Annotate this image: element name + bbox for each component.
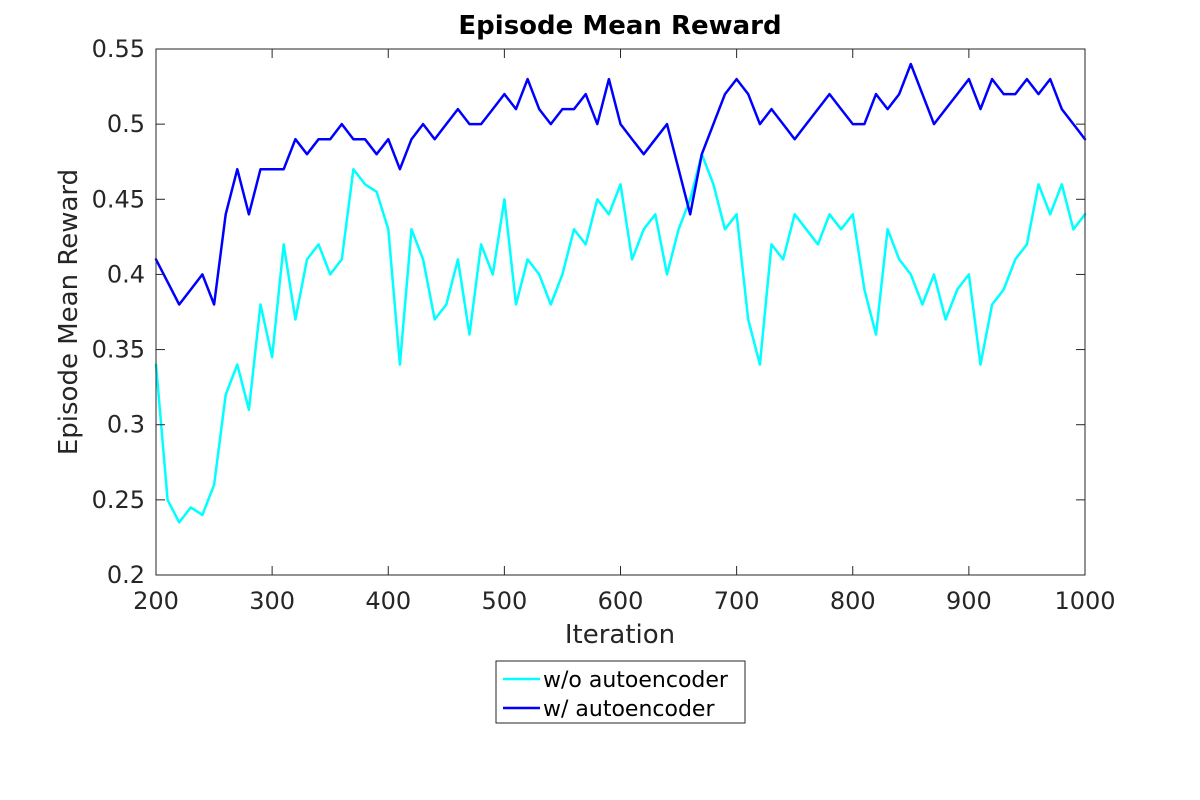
- y-tick-label: 0.2: [107, 561, 145, 589]
- x-axis: 200 300 400 500 600 700 800 900 1000: [133, 49, 1116, 615]
- x-tick-label: 800: [830, 587, 876, 615]
- x-tick-label: 700: [714, 587, 760, 615]
- y-tick-label: 0.5: [107, 110, 145, 138]
- series-line-with-autoencoder: [154, 62, 1087, 306]
- x-axis-title: Iteration: [565, 620, 675, 650]
- y-axis-title: Episode Mean Reward: [54, 169, 84, 455]
- y-tick-label: 0.35: [92, 336, 145, 364]
- x-tick-label: 400: [365, 587, 411, 615]
- y-tick-label: 0.3: [107, 411, 145, 439]
- x-tick-label: 900: [946, 587, 992, 615]
- chart-title: Episode Mean Reward: [458, 11, 781, 41]
- y-tick-label: 0.45: [92, 185, 145, 213]
- plot-area: [156, 49, 1085, 575]
- legend-label-without-autoencoder: w/o autoencoder: [543, 668, 729, 693]
- x-tick-label: 300: [249, 587, 295, 615]
- series-line-without-autoencoder: [154, 152, 1087, 524]
- x-tick-label: 1000: [1054, 587, 1115, 615]
- y-tick-label: 0.55: [92, 35, 145, 63]
- legend-label-with-autoencoder: w/ autoencoder: [543, 697, 715, 722]
- series-layer: [154, 62, 1087, 524]
- legend-box: [495, 660, 746, 724]
- x-tick-label: 600: [598, 587, 644, 615]
- y-axis: 0.2 0.25 0.3 0.35 0.4 0.45 0.5 0.55: [92, 35, 1085, 589]
- x-tick-label: 500: [481, 587, 527, 615]
- x-tick-label: 200: [133, 587, 179, 615]
- legend: w/o autoencoder w/ autoencoder: [495, 660, 746, 724]
- y-tick-label: 0.4: [107, 260, 145, 288]
- y-tick-label: 0.25: [92, 486, 145, 514]
